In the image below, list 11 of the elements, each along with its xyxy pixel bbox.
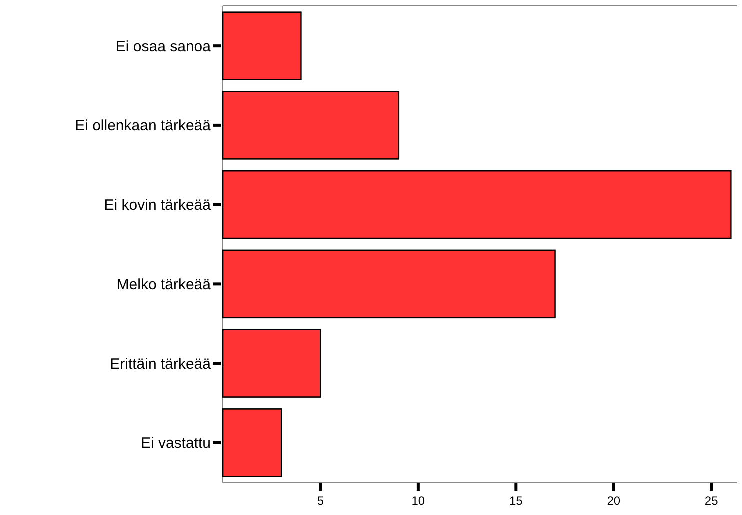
y-tick-label: Ei ollenkaan tärkeää xyxy=(75,118,212,135)
y-tick-label: Melko tärkeää xyxy=(116,276,212,294)
x-tick-label: 15 xyxy=(509,494,524,508)
y-tick-label: Ei osaa sanoa xyxy=(116,38,212,56)
x-tick-label: 25 xyxy=(704,494,719,508)
y-tick-label: Ei vastattu xyxy=(140,435,211,452)
y-tick-label: Erittäin tärkeää xyxy=(110,356,212,373)
x-tick-label: 10 xyxy=(412,494,426,508)
x-tick-label: 20 xyxy=(607,494,621,508)
y-tick-label: Ei kovin tärkeää xyxy=(104,197,212,214)
x-tick-label: 5 xyxy=(317,494,324,508)
